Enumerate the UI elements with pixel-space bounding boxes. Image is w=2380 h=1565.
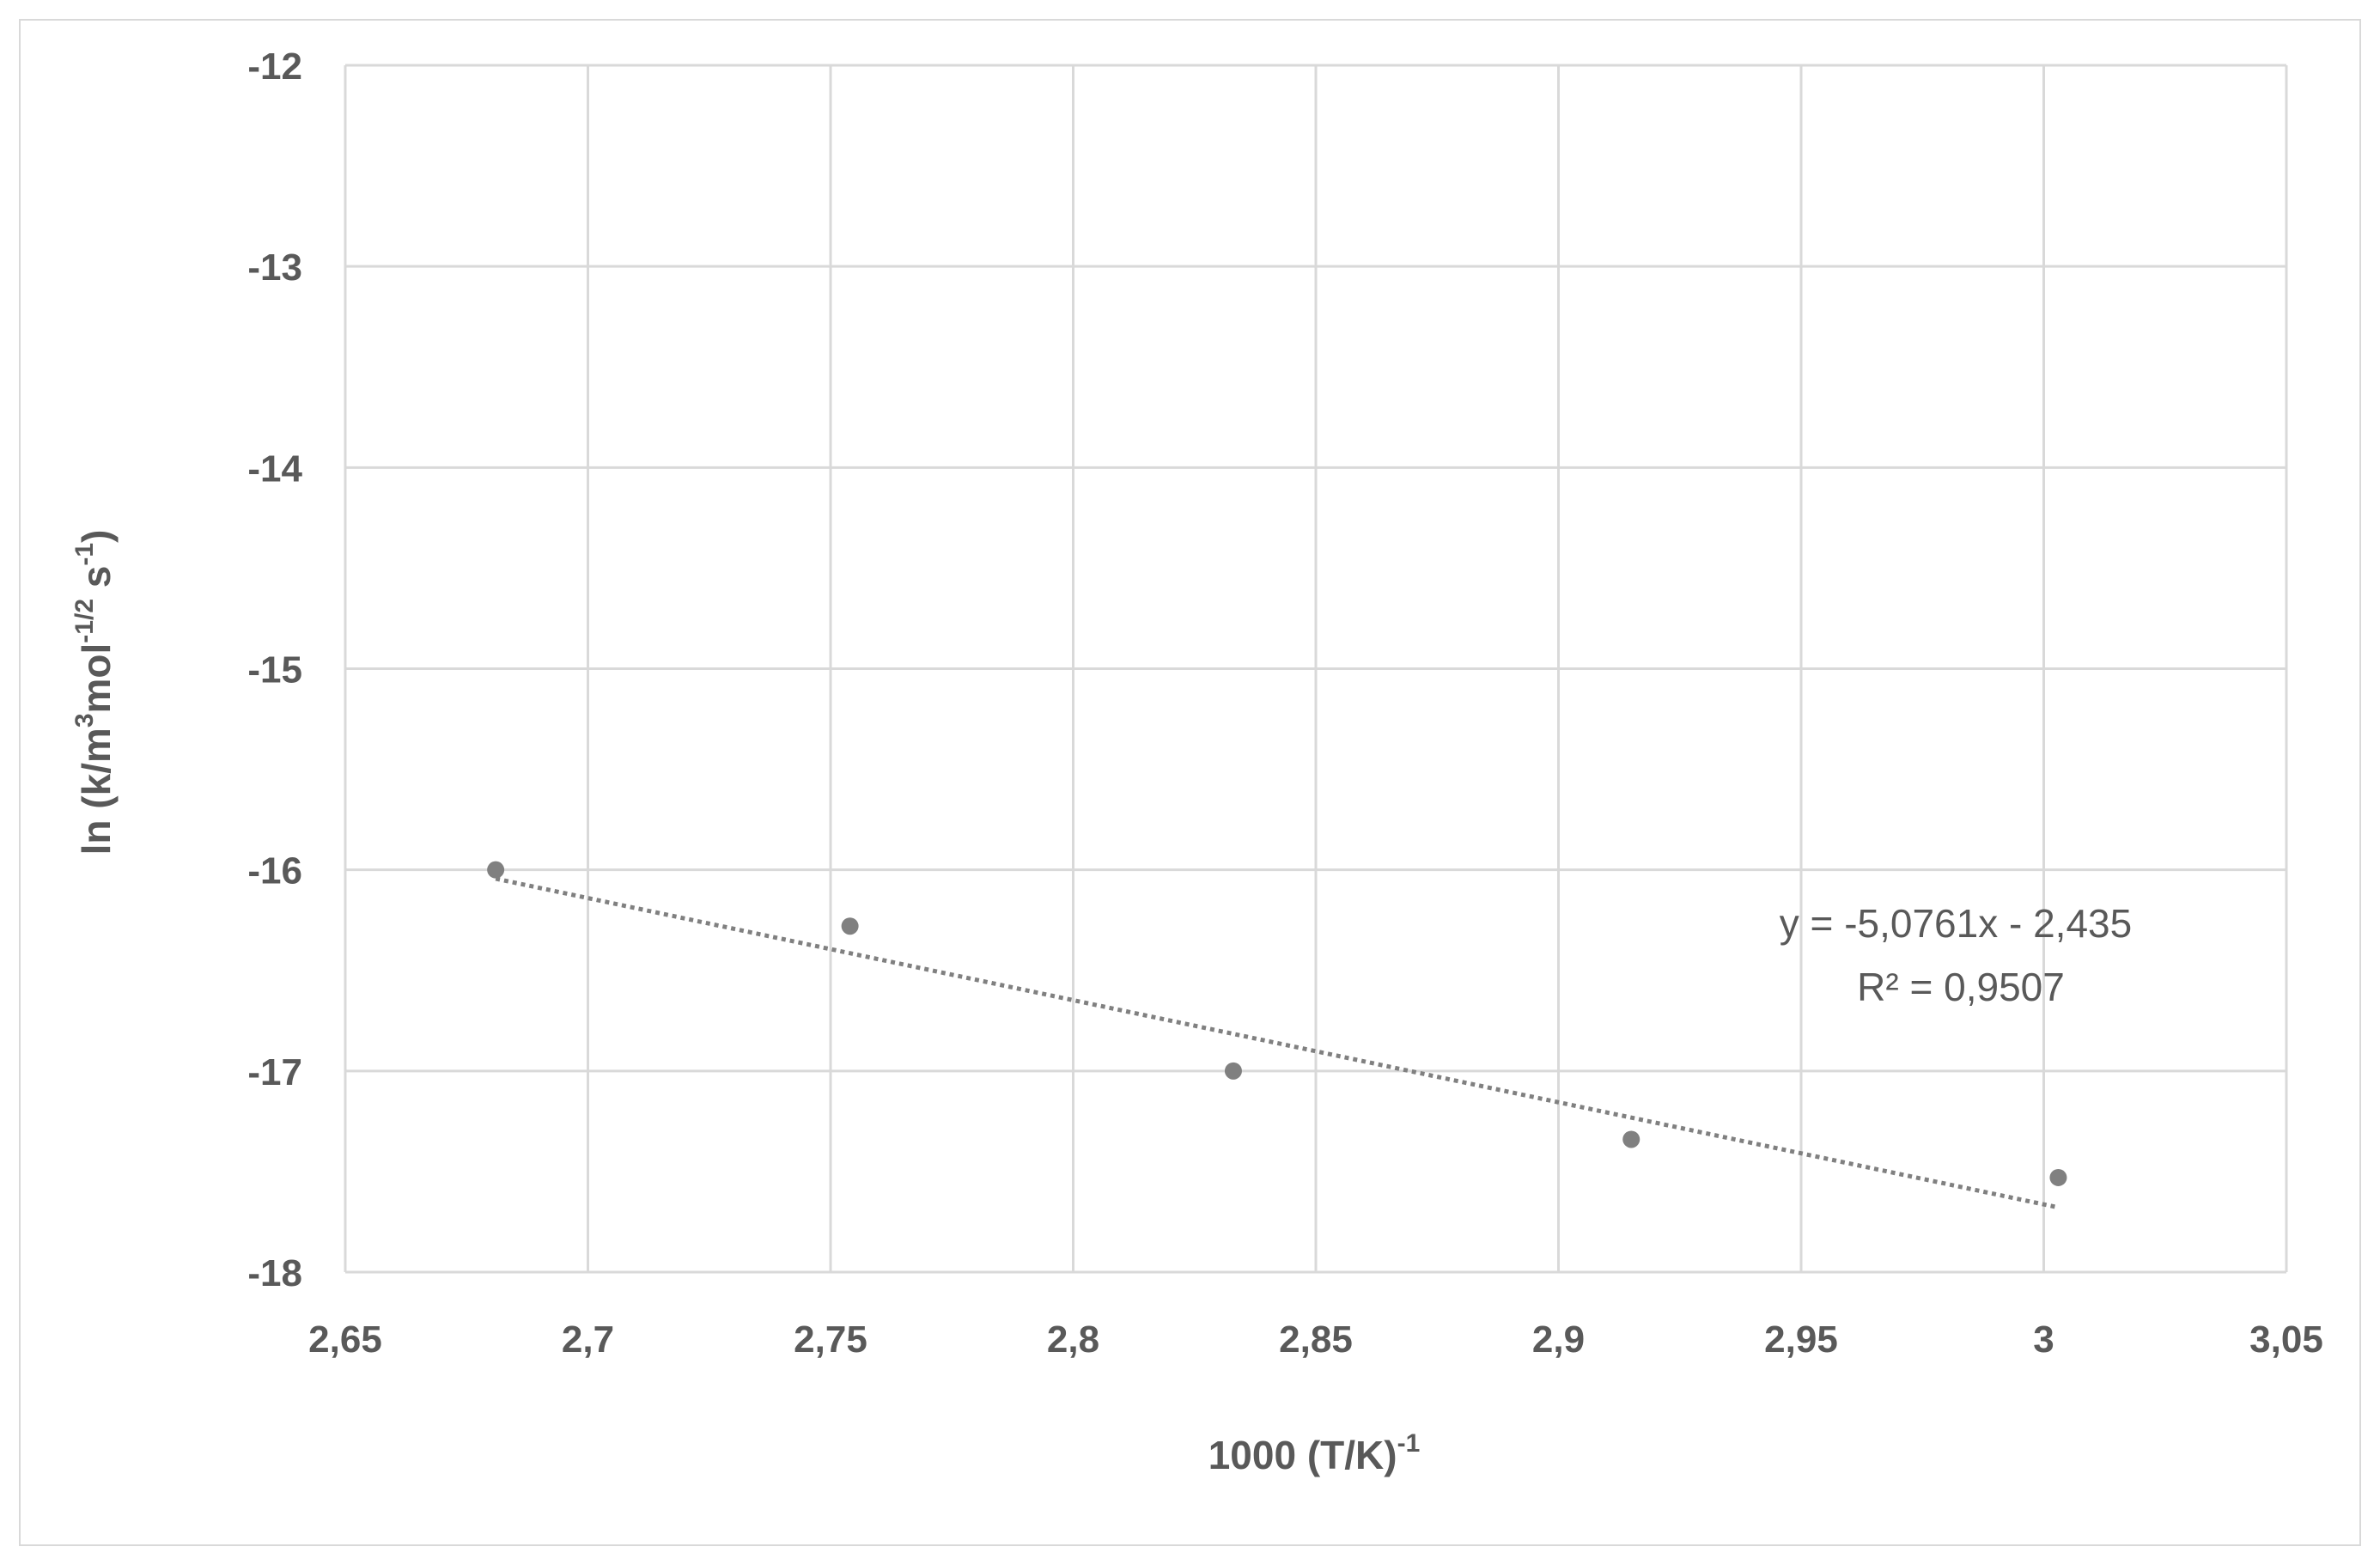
y-axis-title-pre: ln (k/m [74,728,119,855]
x-axis-title-main: 1000 (T/K) [1208,1433,1397,1477]
x-tick-label: 3,05 [2249,1318,2323,1361]
x-tick-label: 3 [2033,1318,2054,1361]
y-axis-title-mid2: s [74,566,119,599]
y-axis-title-sup2: -1/2 [70,599,99,643]
points-layer [487,861,2067,1186]
x-tick-label: 2,95 [1764,1318,1838,1361]
x-tick-label: 2,85 [1279,1318,1353,1361]
tick-labels-layer: 2,65 2,7 2,75 2,8 2,85 2,9 2,95 3 3,05 -12 -13 -14 -… [247,46,2322,1361]
x-axis-title: 1000 (T/K)-1 [1208,1429,1421,1477]
y-tick-label: -15 [247,649,302,691]
x-tick-label: 2,75 [794,1318,867,1361]
y-tick-label: -14 [247,448,302,490]
y-tick-label: -12 [247,46,302,88]
y-axis-title-sup3: -1 [70,543,99,566]
trendline-equation: y = -5,0761x - 2,435 [1780,901,2132,946]
x-axis-title-sup: -1 [1397,1429,1421,1458]
x-tick-label: 2,8 [1047,1318,1099,1361]
y-axis-title: ln (k/m3mol-1/2 s-1) [70,530,119,856]
chart-frame [19,19,2361,1546]
y-axis-title-sup1: 3 [70,713,99,728]
y-tick-label: -16 [247,850,302,892]
data-point [487,861,505,879]
y-axis-title-post: ) [74,530,119,543]
y-tick-label: -17 [247,1051,302,1093]
data-point [2049,1168,2067,1186]
y-tick-label: -13 [247,247,302,289]
x-tick-label: 2,9 [1532,1318,1585,1361]
trendline-r-squared: R² = 0,9507 [1857,965,2065,1009]
grid-layer [344,64,2288,1274]
y-tick-label: -18 [247,1252,302,1294]
x-tick-label: 2,7 [562,1318,614,1361]
data-point [1622,1130,1640,1148]
y-axis-title-mid: mol [74,643,119,714]
data-point [841,917,859,935]
x-tick-label: 2,65 [308,1318,382,1361]
data-point [1224,1062,1242,1080]
